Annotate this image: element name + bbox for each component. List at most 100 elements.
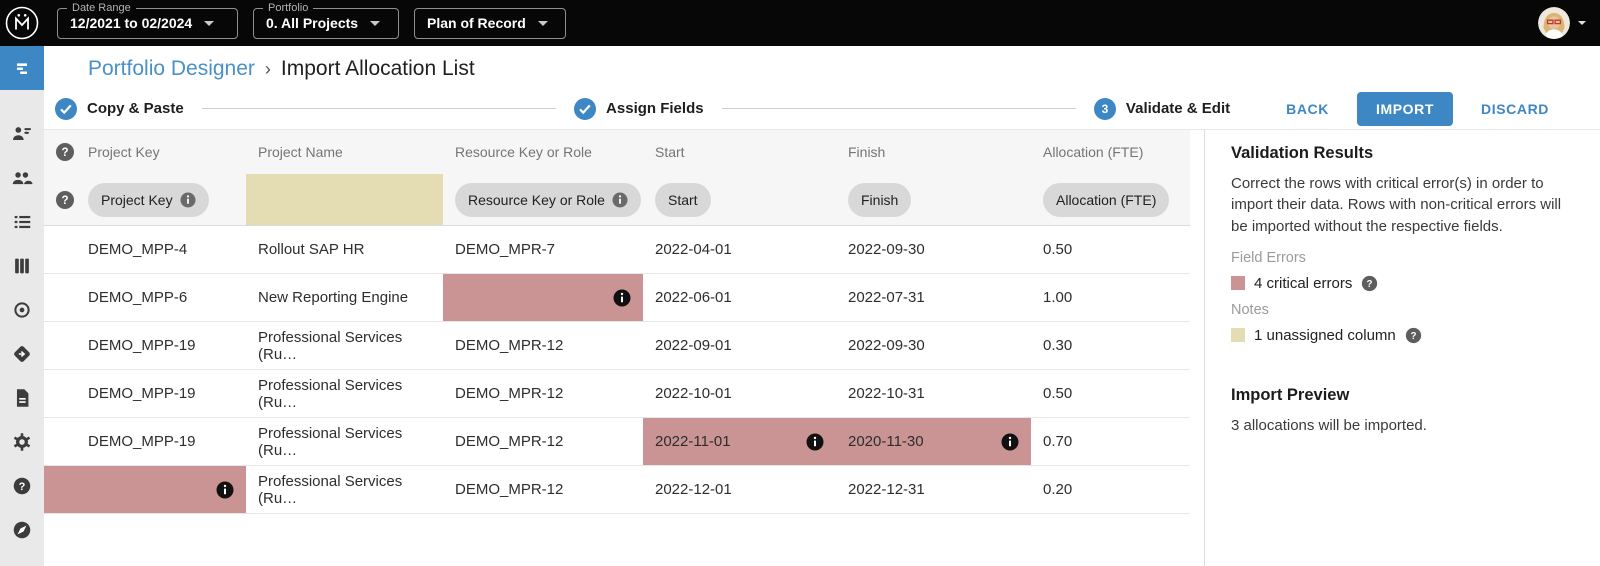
error-info-icon[interactable]	[806, 433, 824, 451]
cell-r4-c2[interactable]: Professional Services (Ru…	[246, 370, 443, 417]
person-list-icon	[11, 123, 33, 145]
cell-r3-c2[interactable]: Professional Services (Ru…	[246, 322, 443, 369]
svg-text:?: ?	[61, 195, 68, 207]
avatar-chevron-down-icon[interactable]	[1578, 21, 1586, 25]
sidebar-item-help[interactable]: ?	[0, 464, 44, 508]
sidebar-item-project-list[interactable]	[0, 200, 44, 244]
help-icon[interactable]: ?	[1361, 275, 1378, 292]
discard-button[interactable]: DISCARD	[1477, 93, 1553, 125]
sidebar-item-resource-assignments[interactable]	[0, 112, 44, 156]
date-range-dropdown[interactable]: Date Range 12/2021 to 02/2024	[57, 1, 238, 39]
user-avatar[interactable]	[1538, 7, 1570, 39]
cell-r5-c5[interactable]: 2020-11-30	[836, 418, 1031, 465]
field-chip-finish[interactable]: Finish	[848, 182, 912, 217]
cell-r4-c3[interactable]: DEMO_MPR-12	[443, 370, 643, 417]
cell-r1-c4[interactable]: 2022-04-01	[643, 226, 836, 273]
column-header-label: Allocation (FTE)	[1043, 144, 1144, 160]
field-chip-start[interactable]: Start	[655, 182, 711, 217]
cell-r6-c5[interactable]: 2022-12-31	[836, 466, 1031, 513]
cell-r5-c6[interactable]: 0.70	[1031, 418, 1190, 465]
field-chip-allocation-fte-[interactable]: Allocation (FTE)	[1043, 182, 1170, 217]
portfolio-label: Portfolio	[263, 1, 314, 14]
cell-value: Professional Services (Ru…	[258, 328, 403, 363]
cell-r2-c3[interactable]	[443, 274, 643, 321]
cell-value: DEMO_MPR-12	[455, 481, 564, 498]
column-header-5: Finish	[836, 130, 1031, 174]
cell-r6-c2[interactable]: Professional Services (Ru…	[246, 466, 443, 513]
field-chip-resource-key-or-role[interactable]: Resource Key or Role	[455, 182, 641, 217]
cell-value: New Reporting Engine	[258, 289, 409, 306]
cell-r1-c2[interactable]: Rollout SAP HR	[246, 226, 443, 273]
cell-r2-c4[interactable]: 2022-06-01	[643, 274, 836, 321]
info-icon[interactable]	[180, 192, 196, 208]
cell-r3-c4[interactable]: 2022-09-01	[643, 322, 836, 369]
cell-r2-c6[interactable]: 1.00	[1031, 274, 1190, 321]
cell-r4-c1[interactable]: DEMO_MPP-19	[44, 370, 246, 417]
notes-label: Notes	[1231, 301, 1269, 318]
field-chip-label: Project Key	[101, 191, 173, 208]
cell-r2-c5[interactable]: 2022-07-31	[836, 274, 1031, 321]
cell-r1-c1[interactable]: DEMO_MPP-4	[44, 226, 246, 273]
cell-r6-c6[interactable]: 0.20	[1031, 466, 1190, 513]
cell-r6-c1[interactable]	[44, 466, 246, 513]
left-sidebar: ?	[0, 46, 44, 566]
cell-r5-c4[interactable]: 2022-11-01	[643, 418, 836, 465]
cell-r1-c6[interactable]: 0.50	[1031, 226, 1190, 273]
cell-r3-c6[interactable]: 0.30	[1031, 322, 1190, 369]
step-label: Validate & Edit	[1125, 100, 1231, 117]
cell-r5-c1[interactable]: DEMO_MPP-19	[44, 418, 246, 465]
meisterplan-logo-icon[interactable]	[5, 6, 39, 40]
plan-dropdown[interactable]: Plan of Record	[414, 7, 566, 39]
help-icon[interactable]: ?	[1405, 327, 1422, 344]
import-button[interactable]: IMPORT	[1356, 91, 1454, 126]
cell-r1-c3[interactable]: DEMO_MPR-7	[443, 226, 643, 273]
info-icon[interactable]	[612, 192, 628, 208]
question-icon[interactable]: ?	[55, 142, 75, 162]
sidebar-item-portfolio-designer[interactable]	[0, 46, 44, 90]
cell-r1-c5[interactable]: 2022-09-30	[836, 226, 1031, 273]
field-chip-label: Start	[668, 191, 698, 208]
cell-r3-c5[interactable]: 2022-09-30	[836, 322, 1031, 369]
question-icon[interactable]: ?	[55, 190, 75, 210]
breadcrumb: Portfolio Designer › Import Allocation L…	[44, 46, 1600, 88]
sidebar-item-resources[interactable]	[0, 156, 44, 200]
cell-r4-c4[interactable]: 2022-10-01	[643, 370, 836, 417]
sidebar-item-goals[interactable]	[0, 288, 44, 332]
portfolio-dropdown[interactable]: Portfolio 0. All Projects	[253, 1, 399, 39]
cell-value: 2022-10-01	[655, 385, 732, 402]
cell-r5-c3[interactable]: DEMO_MPR-12	[443, 418, 643, 465]
back-button[interactable]: BACK	[1282, 93, 1333, 125]
cell-r3-c1[interactable]: DEMO_MPP-19	[44, 322, 246, 369]
column-header-label: Project Key	[88, 144, 160, 160]
columns-icon	[11, 255, 33, 277]
cell-r5-c2[interactable]: Professional Services (Ru…	[246, 418, 443, 465]
field-chip-cell-3: Resource Key or Role	[443, 174, 643, 225]
sidebar-item-settings[interactable]	[0, 420, 44, 464]
breadcrumb-portfolio-designer[interactable]: Portfolio Designer	[88, 57, 255, 80]
error-info-icon[interactable]	[1001, 433, 1019, 451]
cell-value: DEMO_MPP-19	[88, 433, 196, 450]
cell-r2-c1[interactable]: DEMO_MPP-6	[44, 274, 246, 321]
people-icon	[11, 167, 33, 189]
sidebar-item-milestones[interactable]	[0, 332, 44, 376]
cell-r4-c5[interactable]: 2022-10-31	[836, 370, 1031, 417]
sidebar-item-explore[interactable]	[0, 508, 44, 552]
cell-value: DEMO_MPR-12	[455, 337, 564, 354]
cell-r2-c2[interactable]: New Reporting Engine	[246, 274, 443, 321]
field-chip-cell-5: Finish	[836, 174, 1031, 225]
unassigned-column-cell[interactable]	[246, 174, 443, 225]
error-info-icon[interactable]	[613, 289, 631, 307]
error-info-icon[interactable]	[216, 481, 234, 499]
table-row: DEMO_MPP-19 Professional Services (Ru… DEM…	[44, 322, 1190, 370]
svg-text:?: ?	[19, 481, 26, 493]
table-row: DEMO_MPP-4 Rollout SAP HR DEMO_MPR-7 2022-0…	[44, 226, 1190, 274]
cell-value: 2020-11-30	[848, 433, 924, 450]
cell-r4-c6[interactable]: 0.50	[1031, 370, 1190, 417]
field-chip-project-key[interactable]: Project Key	[88, 182, 209, 217]
step-validate-edit: 3 Validate & Edit	[1093, 97, 1231, 120]
sidebar-item-board[interactable]	[0, 244, 44, 288]
cell-r6-c3[interactable]: DEMO_MPR-12	[443, 466, 643, 513]
sidebar-item-reports[interactable]	[0, 376, 44, 420]
cell-r3-c3[interactable]: DEMO_MPR-12	[443, 322, 643, 369]
cell-r6-c4[interactable]: 2022-12-01	[643, 466, 836, 513]
